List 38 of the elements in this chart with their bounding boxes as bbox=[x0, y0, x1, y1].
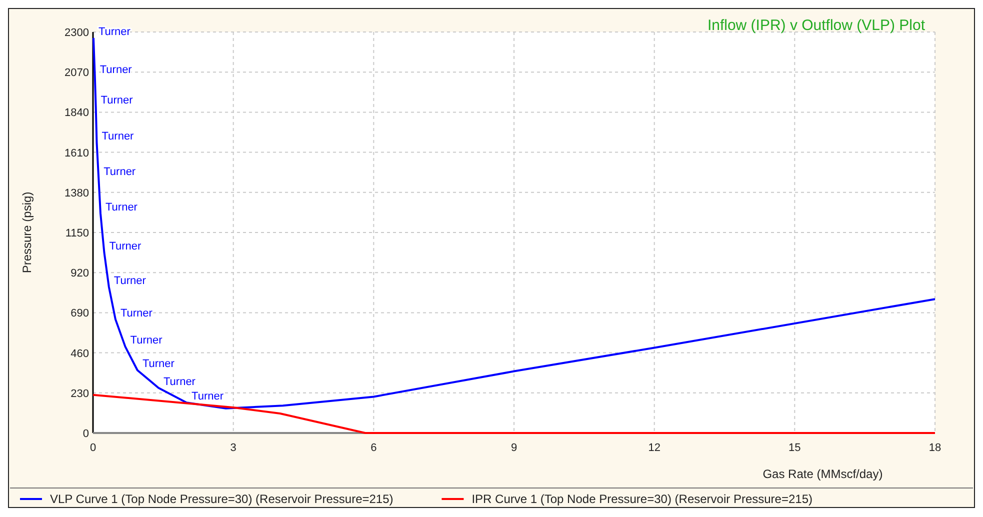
x-tick-label: 3 bbox=[230, 442, 236, 454]
y-tick-label: 460 bbox=[70, 348, 89, 360]
y-tick-label: 920 bbox=[70, 268, 89, 280]
annotation: Turner bbox=[104, 166, 136, 178]
y-tick-label: 230 bbox=[70, 388, 89, 400]
annotation: Turner bbox=[100, 94, 134, 106]
annotation: Turner bbox=[102, 130, 134, 143]
annotation: Turner bbox=[105, 201, 138, 214]
line-series bbox=[92, 394, 936, 434]
x-tick-label: 15 bbox=[788, 442, 801, 454]
annotation: Turner bbox=[130, 334, 163, 347]
annotation: Turner bbox=[142, 358, 175, 370]
y-tick-label: 1610 bbox=[64, 147, 89, 160]
y-tick-label: 0 bbox=[82, 428, 89, 440]
y-axis-title: Pressure (psig) bbox=[20, 192, 34, 274]
x-tick-label: 18 bbox=[928, 442, 942, 454]
y-tick-label: 2300 bbox=[64, 27, 89, 39]
y-tick-label: 1150 bbox=[65, 228, 89, 240]
annotation: Turner bbox=[192, 390, 224, 403]
x-tick-label: 6 bbox=[370, 442, 377, 454]
legend-label: IPR Curve 1 (Top Node Pressure=30) (Reservoir Pressure=215) bbox=[472, 492, 813, 506]
x-tick-label: 12 bbox=[648, 442, 660, 454]
line-series bbox=[92, 36, 936, 410]
y-tick-label: 1380 bbox=[64, 187, 89, 200]
x-tick-label: 0 bbox=[90, 442, 96, 454]
x-tick-label: 9 bbox=[510, 442, 518, 454]
legend-label: VLP Curve 1 (Top Node Pressure=30) (Reservoir Pressure=215) bbox=[50, 492, 394, 506]
y-tick-label: 2070 bbox=[64, 67, 89, 80]
y-tick-label: 690 bbox=[70, 308, 89, 320]
annotation: Turner bbox=[100, 64, 132, 76]
annotation: Turner bbox=[98, 26, 131, 38]
annotation: Turner bbox=[120, 307, 153, 320]
annotation: Turner bbox=[114, 274, 146, 287]
y-tick-label: 1840 bbox=[64, 107, 89, 120]
x-axis-title: Gas Rate (MMscf/day) bbox=[762, 467, 883, 481]
annotation: Turner bbox=[163, 376, 196, 388]
annotation: Turner bbox=[109, 240, 142, 253]
chart-title: Inflow (IPR) v Outflow (VLP) Plot bbox=[707, 17, 926, 34]
